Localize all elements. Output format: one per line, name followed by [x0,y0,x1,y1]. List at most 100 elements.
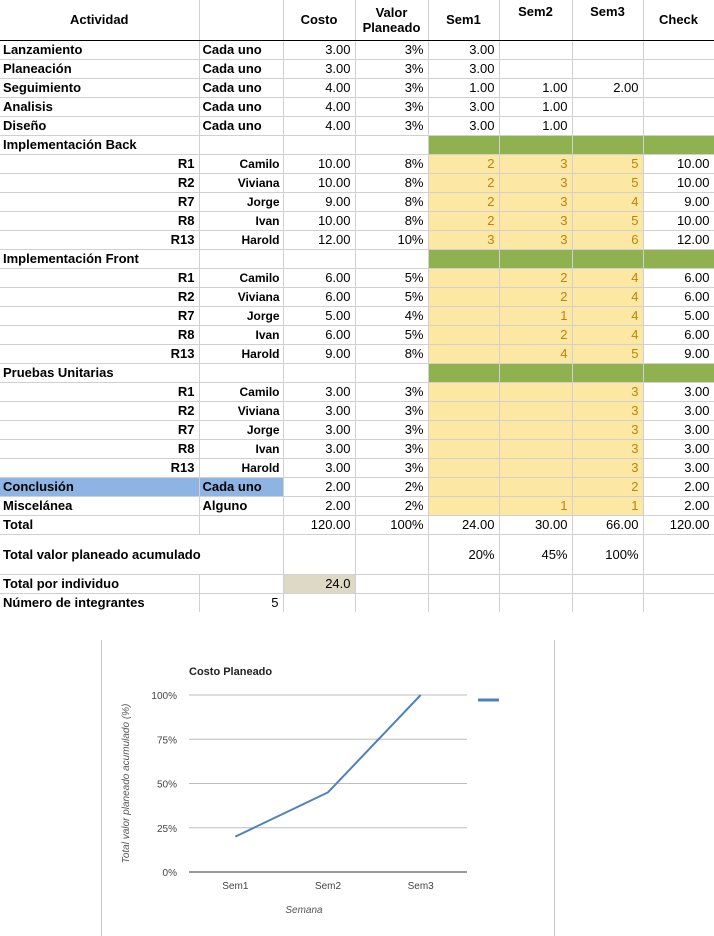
section-title[interactable]: Implementación Front [0,249,200,269]
acumulado-s3[interactable]: 100% [572,534,644,575]
week-cell-s3[interactable]: 4 [572,287,644,307]
week-cell-s2[interactable]: 3 [499,154,573,174]
cost-cell[interactable]: 4.00 [283,97,356,117]
week-cell-s1[interactable] [428,477,500,497]
week-cell-s2[interactable]: 2 [499,287,573,307]
empty-cell[interactable] [572,574,644,594]
cost-cell[interactable]: 6.00 [283,268,356,288]
week-cell-s3[interactable]: 2.00 [572,78,644,98]
cost-cell[interactable]: 4.00 [283,116,356,136]
responsible[interactable]: Camilo [199,154,284,174]
responsible[interactable]: Harold [199,458,284,478]
week-cell-s3[interactable]: 3 [572,401,644,421]
activity-name[interactable]: R1 [0,268,200,288]
total-s2[interactable]: 30.00 [499,515,573,535]
cost-cell[interactable]: 10.00 [283,173,356,193]
cost-cell[interactable]: 12.00 [283,230,356,250]
week-cell-s2[interactable]: 3 [499,192,573,212]
week-cell-s2[interactable]: 3 [499,173,573,193]
valor-planeado-cell[interactable]: 3% [355,59,429,79]
cost-cell[interactable]: 5.00 [283,306,356,326]
week-cell-s2[interactable]: 1 [499,496,573,516]
valor-planeado-cell[interactable]: 8% [355,154,429,174]
activity-name[interactable]: R7 [0,306,200,326]
valor-planeado-cell[interactable]: 5% [355,325,429,345]
section-fill-cell[interactable] [499,363,573,383]
responsible[interactable]: Cada uno [199,78,284,98]
check-cell[interactable]: 2.00 [643,477,714,497]
activity-name[interactable]: R1 [0,382,200,402]
week-cell-s1[interactable]: 3.00 [428,116,500,136]
week-cell-s3[interactable]: 1 [572,496,644,516]
empty-cell[interactable] [355,363,429,383]
week-cell-s3[interactable]: 5 [572,344,644,364]
valor-planeado-cell[interactable]: 3% [355,458,429,478]
valor-planeado-cell[interactable]: 3% [355,116,429,136]
cost-cell[interactable]: 2.00 [283,496,356,516]
section-fill-cell[interactable] [499,249,573,269]
week-cell-s2[interactable] [499,439,573,459]
week-cell-s1[interactable]: 2 [428,192,500,212]
empty-cell[interactable] [199,363,284,383]
week-cell-s1[interactable] [428,344,500,364]
responsible[interactable]: Harold [199,344,284,364]
week-cell-s2[interactable]: 1.00 [499,78,573,98]
week-cell-s3[interactable] [572,59,644,79]
valor-planeado-cell[interactable]: 8% [355,173,429,193]
week-cell-s2[interactable]: 1 [499,306,573,326]
responsible[interactable]: Cada uno [199,477,284,497]
week-cell-s2[interactable]: 3 [499,211,573,231]
week-cell-s1[interactable] [428,458,500,478]
activity-name[interactable]: R8 [0,325,200,345]
empty-cell[interactable] [283,249,356,269]
integrantes-label[interactable]: Número de integrantes [0,593,200,612]
week-cell-s2[interactable] [499,420,573,440]
cost-cell[interactable]: 9.00 [283,192,356,212]
cost-cell[interactable]: 3.00 [283,382,356,402]
integrantes-value[interactable]: 5 [199,593,284,612]
empty-cell[interactable] [199,249,284,269]
valor-planeado-cell[interactable]: 3% [355,439,429,459]
empty-cell[interactable] [283,593,356,612]
week-cell-s3[interactable]: 4 [572,192,644,212]
valor-planeado-cell[interactable]: 8% [355,192,429,212]
responsible[interactable]: Cada uno [199,97,284,117]
check-cell[interactable] [643,59,714,79]
week-cell-s1[interactable] [428,401,500,421]
week-cell-s1[interactable] [428,496,500,516]
week-cell-s1[interactable]: 2 [428,211,500,231]
week-cell-s1[interactable]: 2 [428,154,500,174]
check-cell[interactable]: 6.00 [643,325,714,345]
week-cell-s2[interactable]: 2 [499,268,573,288]
individuo-label[interactable]: Total por individuo [0,574,200,594]
valor-planeado-cell[interactable]: 5% [355,268,429,288]
total-check[interactable]: 120.00 [643,515,714,535]
cost-cell[interactable]: 6.00 [283,325,356,345]
responsible[interactable]: Ivan [199,439,284,459]
week-cell-s2[interactable]: 1.00 [499,97,573,117]
empty-cell[interactable] [572,593,644,612]
check-cell[interactable]: 3.00 [643,382,714,402]
responsible[interactable]: Ivan [199,325,284,345]
section-fill-cell[interactable] [643,249,714,269]
valor-planeado-cell[interactable]: 8% [355,211,429,231]
activity-name[interactable]: Analisis [0,97,200,117]
responsible[interactable]: Camilo [199,268,284,288]
activity-name[interactable]: Seguimiento [0,78,200,98]
check-cell[interactable]: 6.00 [643,268,714,288]
check-cell[interactable]: 9.00 [643,192,714,212]
week-cell-s2[interactable] [499,401,573,421]
check-cell[interactable]: 9.00 [643,344,714,364]
valor-planeado-cell[interactable]: 2% [355,477,429,497]
activity-name[interactable]: R13 [0,458,200,478]
week-cell-s3[interactable]: 3 [572,458,644,478]
check-cell[interactable]: 10.00 [643,154,714,174]
check-cell[interactable]: 3.00 [643,401,714,421]
valor-planeado-cell[interactable]: 10% [355,230,429,250]
week-cell-s1[interactable] [428,306,500,326]
week-cell-s1[interactable]: 1.00 [428,78,500,98]
week-cell-s1[interactable]: 2 [428,173,500,193]
section-fill-cell[interactable] [643,363,714,383]
week-cell-s1[interactable]: 3 [428,230,500,250]
responsible[interactable]: Cada uno [199,40,284,60]
